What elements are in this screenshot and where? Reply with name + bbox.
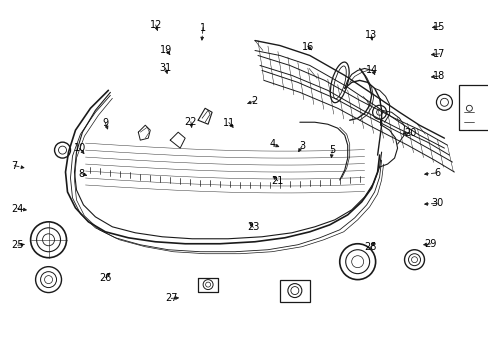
Text: 6: 6 <box>433 168 439 178</box>
Text: 4: 4 <box>269 139 275 149</box>
Text: 9: 9 <box>102 118 108 128</box>
Text: 21: 21 <box>271 176 283 186</box>
Bar <box>279 280 309 302</box>
Text: 26: 26 <box>99 273 111 283</box>
Text: 24: 24 <box>12 204 24 214</box>
Text: 12: 12 <box>149 20 162 30</box>
Text: 1: 1 <box>200 23 206 33</box>
Text: 19: 19 <box>160 45 172 55</box>
Bar <box>458 85 488 130</box>
Text: 22: 22 <box>184 117 197 127</box>
Text: 14: 14 <box>366 64 378 75</box>
Text: 28: 28 <box>364 242 376 252</box>
Text: 3: 3 <box>298 141 305 151</box>
Text: 10: 10 <box>73 143 85 153</box>
Text: 16: 16 <box>301 42 313 51</box>
Text: 2: 2 <box>251 96 257 106</box>
Text: 27: 27 <box>165 293 177 303</box>
Text: 30: 30 <box>430 198 442 208</box>
Text: 7: 7 <box>11 161 18 171</box>
Text: 20: 20 <box>403 128 416 138</box>
Text: 5: 5 <box>328 145 335 155</box>
Text: 31: 31 <box>159 63 171 73</box>
Text: 13: 13 <box>365 30 377 40</box>
Text: 29: 29 <box>424 239 436 249</box>
Text: 17: 17 <box>432 49 445 59</box>
Text: 11: 11 <box>223 118 235 128</box>
Text: 25: 25 <box>12 240 24 250</box>
Text: 8: 8 <box>78 168 84 179</box>
Text: 18: 18 <box>432 71 445 81</box>
Text: 15: 15 <box>432 22 445 32</box>
Text: 23: 23 <box>246 222 259 232</box>
